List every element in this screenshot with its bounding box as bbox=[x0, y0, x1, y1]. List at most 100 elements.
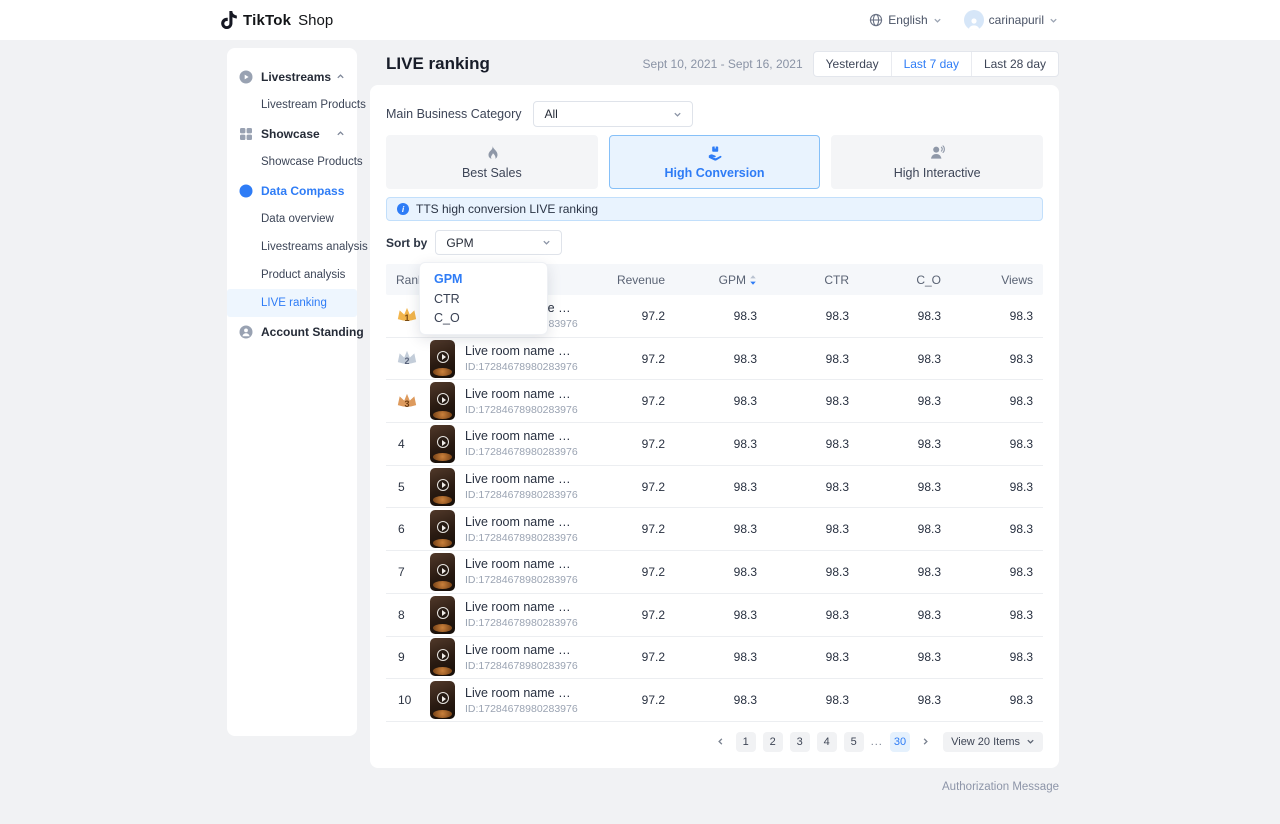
tiktok-note-icon bbox=[221, 11, 237, 29]
live-room-title[interactable]: Live room name Live room... bbox=[465, 685, 573, 700]
sort-select-value: GPM bbox=[446, 235, 474, 250]
live-room-title[interactable]: Live room name Live room... bbox=[465, 472, 573, 487]
column-header-c-o[interactable]: C_O bbox=[916, 272, 941, 287]
live-room-thumbnail[interactable] bbox=[430, 382, 455, 421]
revenue-value: 97.2 bbox=[641, 479, 665, 494]
live-room-thumbnail[interactable] bbox=[430, 339, 455, 378]
views-value: 98.3 bbox=[1009, 607, 1033, 622]
gpm-value: 98.3 bbox=[733, 351, 757, 366]
sidebar-item-product-analysis[interactable]: Product analysis bbox=[227, 261, 357, 289]
column-header-rank[interactable]: Rank bbox=[396, 272, 425, 287]
sidebar-group-livestreams[interactable]: Livestreams bbox=[227, 62, 357, 91]
column-header-ctr[interactable]: CTR bbox=[824, 272, 849, 287]
user-menu[interactable]: carinapuril bbox=[963, 10, 1058, 30]
table-row[interactable]: 3 Live room name Live room... ID:1728467… bbox=[386, 380, 1043, 424]
tab-high-interactive[interactable]: High Interactive bbox=[831, 135, 1044, 189]
table-row[interactable]: 4 Live room name Live room... ID:1728467… bbox=[386, 423, 1043, 466]
live-room-thumbnail[interactable] bbox=[430, 467, 455, 506]
sort-option-c-o[interactable]: C_O bbox=[434, 311, 460, 326]
live-room-text: Live room name Live room... ID:172846789… bbox=[465, 685, 578, 715]
live-room-cell: Live room name Live room... ID:172846789… bbox=[430, 638, 578, 677]
page-button-5[interactable]: 5 bbox=[843, 731, 864, 752]
column-header-revenue[interactable]: Revenue bbox=[616, 272, 665, 287]
table-row[interactable]: 6 Live room name Live room... ID:1728467… bbox=[386, 508, 1043, 552]
page-size-select[interactable]: View 20 Items bbox=[943, 731, 1043, 752]
sort-select[interactable]: GPM bbox=[435, 230, 563, 255]
table-row[interactable]: 5 Live room name Live room... ID:1728467… bbox=[386, 466, 1043, 509]
sort-option-ctr[interactable]: CTR bbox=[434, 291, 460, 306]
live-room-text: Live room name Live room... ID:172846789… bbox=[465, 344, 578, 373]
prev-page-button[interactable] bbox=[713, 732, 729, 752]
live-room-title[interactable]: Live room name Live room... bbox=[465, 429, 573, 444]
hand-box-icon bbox=[708, 146, 721, 161]
page-button-1[interactable]: 1 bbox=[735, 731, 756, 752]
gpm-value: 98.3 bbox=[733, 479, 757, 494]
views-value: 98.3 bbox=[1009, 394, 1033, 409]
views-value: 98.3 bbox=[1009, 308, 1033, 323]
page-button-30[interactable]: 30 bbox=[889, 731, 911, 752]
authorization-message-link[interactable]: Authorization Message bbox=[942, 781, 1059, 793]
page-ellipsis[interactable]: ... bbox=[870, 735, 883, 748]
rank-number: 9 bbox=[398, 650, 405, 665]
rank-cell: 5 bbox=[396, 476, 430, 497]
sidebar-item-livestreams-analysis[interactable]: Livestreams analysis bbox=[227, 233, 368, 261]
sidebar-group-showcase[interactable]: Showcase bbox=[227, 119, 357, 148]
c-o-value: 98.3 bbox=[917, 522, 941, 537]
pagination: 1 2 3 4 5 ... 30 View 20 Items bbox=[386, 731, 1043, 752]
tab-best-sales[interactable]: Best Sales bbox=[386, 135, 598, 189]
sidebar-group-data-compass[interactable]: Data Compass bbox=[227, 176, 357, 205]
category-select[interactable]: All bbox=[533, 101, 694, 127]
next-page-button[interactable] bbox=[917, 732, 933, 752]
category-filter-label: Main Business Category bbox=[386, 107, 522, 121]
live-room-title[interactable]: Live room name Live room... bbox=[465, 557, 573, 572]
sort-option-gpm[interactable]: GPM bbox=[434, 271, 463, 286]
live-room-thumbnail[interactable] bbox=[430, 424, 455, 463]
sidebar-item-showcase-products[interactable]: Showcase Products bbox=[227, 148, 363, 176]
tab-high-conversion[interactable]: High Conversion bbox=[608, 135, 821, 189]
live-room-title[interactable]: Live room name Live room... bbox=[465, 514, 573, 529]
live-room-thumbnail[interactable] bbox=[430, 681, 455, 720]
live-room-title[interactable]: Live room name Live room... bbox=[465, 642, 573, 657]
live-room-thumbnail[interactable] bbox=[430, 638, 455, 677]
live-room-title[interactable]: Live room name Live room... bbox=[465, 386, 573, 401]
play-icon bbox=[436, 606, 449, 619]
gpm-value: 98.3 bbox=[733, 564, 757, 579]
page-button-4[interactable]: 4 bbox=[816, 731, 837, 752]
table-row[interactable]: 8 Live room name Live room... ID:1728467… bbox=[386, 594, 1043, 637]
live-room-id: ID:17284678980283976 bbox=[465, 659, 578, 672]
live-room-cell: Live room name Live room... ID:172846789… bbox=[430, 552, 578, 591]
sidebar-item-data-overview[interactable]: Data overview bbox=[227, 205, 357, 233]
column-header-gpm[interactable]: GPM bbox=[665, 273, 757, 287]
date-filter-yesterday[interactable]: Yesterday bbox=[825, 57, 879, 71]
tiktok-shop-logo[interactable]: TikTok Shop bbox=[220, 11, 333, 29]
column-header-views[interactable]: Views bbox=[1001, 272, 1033, 287]
sidebar-item-live-ranking[interactable]: LIVE ranking bbox=[227, 289, 357, 317]
sort-by-label: Sort by bbox=[386, 235, 428, 250]
live-room-thumbnail[interactable] bbox=[430, 552, 455, 591]
live-room-title[interactable]: Live room name Live room... bbox=[465, 344, 573, 359]
crown-icon bbox=[397, 308, 417, 322]
c-o-value: 98.3 bbox=[917, 564, 941, 579]
table-row[interactable]: 10 Live room name Live room... ID:172846… bbox=[386, 679, 1043, 722]
live-room-title[interactable]: Live room name Live room... bbox=[465, 600, 573, 615]
sort-caret-icon[interactable] bbox=[749, 274, 757, 286]
rank-number: 7 bbox=[398, 564, 405, 579]
date-filter-last-7-day[interactable]: Last 7 day bbox=[890, 52, 971, 76]
language-selector[interactable]: English bbox=[869, 13, 941, 27]
sidebar-group-label: Showcase bbox=[261, 126, 320, 141]
views-value: 98.3 bbox=[1009, 436, 1033, 451]
page-button-3[interactable]: 3 bbox=[789, 731, 810, 752]
live-room-thumbnail[interactable] bbox=[430, 595, 455, 634]
live-room-thumbnail[interactable] bbox=[430, 510, 455, 549]
table-row[interactable]: 2 Live room name Live room... ID:1728467… bbox=[386, 338, 1043, 381]
page-button-2[interactable]: 2 bbox=[762, 731, 783, 752]
sidebar-group-account-standing[interactable]: Account Standing bbox=[227, 317, 364, 346]
sidebar-item-livestream-products[interactable]: Livestream Products bbox=[227, 91, 366, 119]
rank-cell: 1 bbox=[396, 305, 430, 326]
table-row[interactable]: 7 Live room name Live room... ID:1728467… bbox=[386, 551, 1043, 594]
table-body: 1 Live room name Live room... ID:1728467… bbox=[386, 295, 1043, 722]
rank-number: 1 bbox=[404, 313, 410, 324]
date-filter-last-28-day[interactable]: Last 28 day bbox=[970, 52, 1058, 76]
table-row[interactable]: 9 Live room name Live room... ID:1728467… bbox=[386, 637, 1043, 680]
chevron-up-icon bbox=[344, 190, 345, 191]
